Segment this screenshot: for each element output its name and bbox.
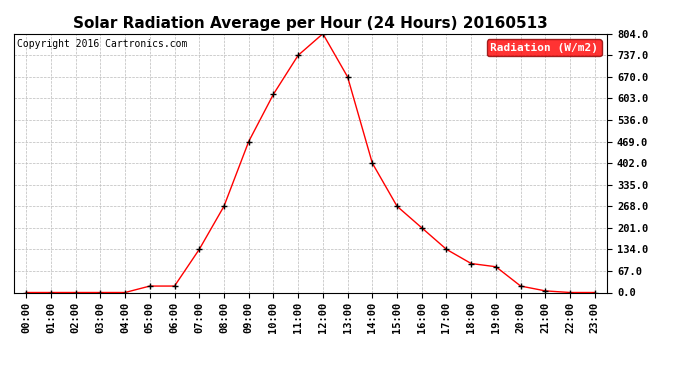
Title: Solar Radiation Average per Hour (24 Hours) 20160513: Solar Radiation Average per Hour (24 Hou…: [73, 16, 548, 31]
Text: Copyright 2016 Cartronics.com: Copyright 2016 Cartronics.com: [17, 39, 187, 49]
Legend: Radiation (W/m2): Radiation (W/m2): [487, 39, 602, 56]
